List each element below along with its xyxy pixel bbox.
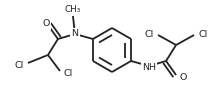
Text: CH₃: CH₃ — [65, 5, 81, 14]
Text: O: O — [179, 72, 186, 81]
Text: N: N — [71, 29, 78, 39]
Text: NH: NH — [142, 62, 156, 71]
Text: Cl: Cl — [64, 68, 73, 78]
Text: O: O — [42, 19, 50, 29]
Text: Cl: Cl — [15, 61, 24, 69]
Text: Cl: Cl — [145, 29, 154, 39]
Text: Cl: Cl — [198, 29, 207, 39]
